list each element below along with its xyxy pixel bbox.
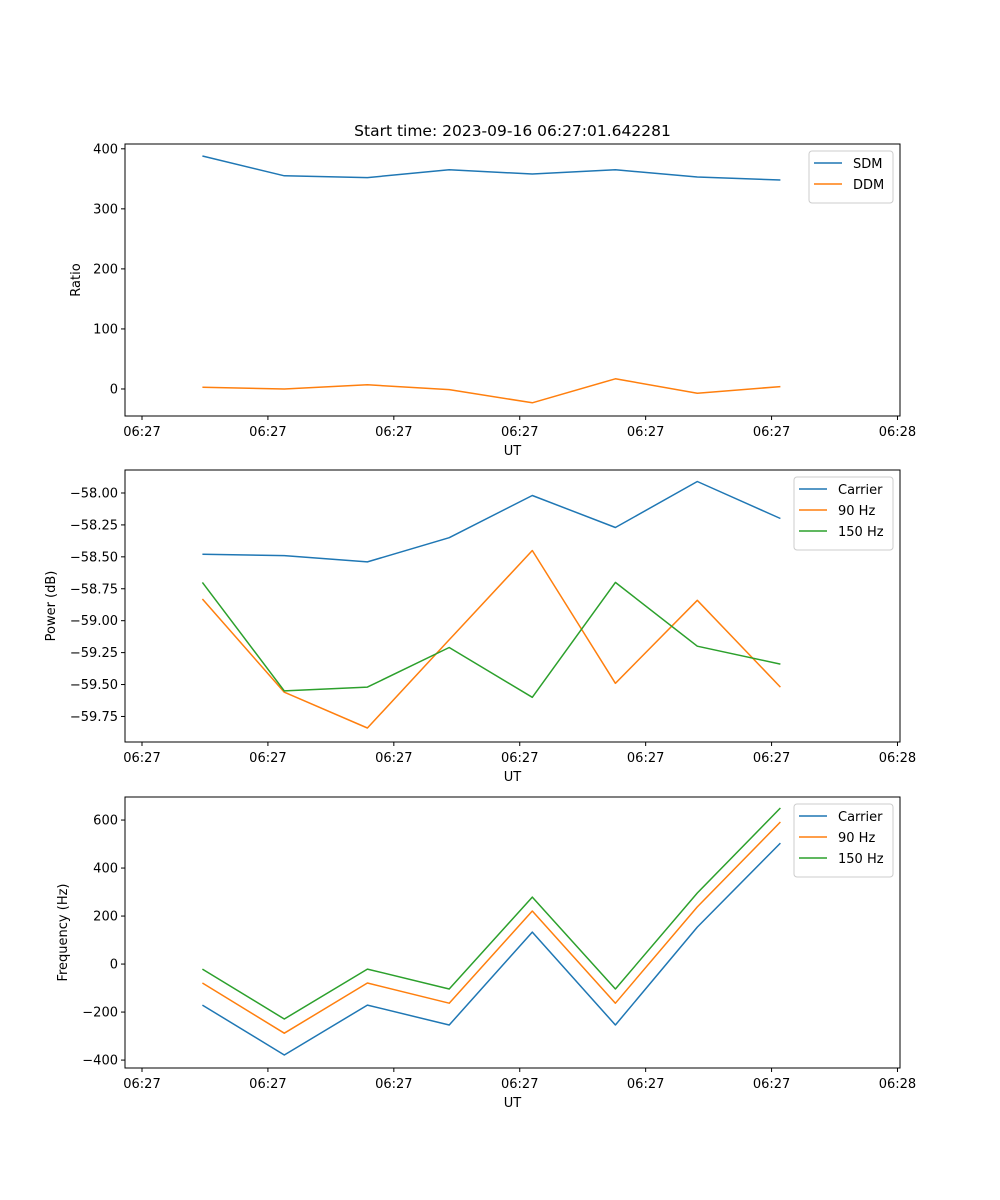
y-axis-label: Frequency (Hz) — [56, 883, 71, 981]
x-tick-label: 06:28 — [879, 1077, 916, 1092]
series-line-150-hz — [202, 807, 781, 1020]
x-tick-label: 06:27 — [753, 1077, 790, 1092]
x-tick-label: 06:27 — [249, 1077, 286, 1092]
y-tick-label: −58.25 — [70, 518, 118, 533]
x-tick-label: 06:27 — [501, 425, 538, 440]
x-tick-label: 06:27 — [501, 751, 538, 766]
axes-frame — [124, 796, 901, 1069]
y-tick-label: 100 — [93, 322, 118, 337]
y-tick-label: −59.75 — [70, 710, 118, 725]
x-tick-label: 06:27 — [249, 425, 286, 440]
y-tick-label: 300 — [93, 202, 118, 217]
x-tick-label: 06:27 — [123, 1077, 160, 1092]
x-tick-label: 06:27 — [249, 751, 286, 766]
y-tick-label: −400 — [82, 1054, 118, 1069]
y-tick-label: 200 — [93, 262, 118, 277]
series-line-sdm — [202, 155, 781, 181]
y-tick-label: 400 — [93, 862, 118, 877]
y-tick-label: 400 — [93, 142, 118, 157]
series-line-carrier — [202, 842, 781, 1056]
x-tick-label: 06:27 — [375, 751, 412, 766]
legend: SDM DDM — [808, 150, 894, 204]
y-tick-label: 0 — [110, 382, 118, 397]
x-axis-label: UT — [504, 770, 522, 785]
y-tick-label: 0 — [110, 958, 118, 973]
legend-label: 90 Hz — [838, 504, 875, 519]
panel-3: 06:27 06:27 06:27 06:27 06:27 06:27 06:28 UT −40… — [56, 796, 916, 1111]
y-axis-label: Power (dB) — [44, 571, 59, 642]
legend-label: Carrier — [838, 810, 883, 825]
series-group — [202, 807, 781, 1056]
x-tick-label: 06:27 — [123, 751, 160, 766]
y-tick-label: −58.00 — [70, 486, 118, 501]
panel-2: 06:27 06:27 06:27 06:27 06:27 06:27 06:28 UT −58… — [44, 469, 916, 785]
x-tick-label: 06:27 — [753, 751, 790, 766]
y-tick-label: 600 — [93, 814, 118, 829]
y-tick-label: −58.75 — [70, 582, 118, 597]
legend-box — [808, 150, 894, 204]
series-line-90-hz — [201, 549, 781, 729]
legend: Carrier 90 Hz 150 Hz — [793, 803, 894, 878]
panel-1: 06:27 06:27 06:27 06:27 06:27 06:27 06:28 UT 0 10… — [69, 142, 916, 459]
y-tick-label: −200 — [82, 1006, 118, 1021]
x-tick-label: 06:27 — [753, 425, 790, 440]
legend-label: 150 Hz — [838, 525, 884, 540]
y-tick-label: −58.50 — [70, 550, 118, 565]
series-line-carrier — [202, 480, 781, 563]
x-tick-label: 06:27 — [501, 1077, 538, 1092]
x-tick-label: 06:27 — [375, 1077, 412, 1092]
x-tick-label: 06:27 — [123, 425, 160, 440]
x-tick-label: 06:27 — [627, 425, 664, 440]
legend-label: 150 Hz — [838, 852, 884, 867]
y-tick-label: −59.50 — [70, 678, 118, 693]
legend-label: DDM — [853, 178, 884, 193]
figure-title: Start time: 2023-09-16 06:27:01.642281 — [354, 122, 671, 140]
series-group — [202, 155, 781, 404]
y-tick-label: 200 — [93, 910, 118, 925]
x-axis-label: UT — [504, 444, 522, 459]
axes-frame — [124, 143, 901, 417]
x-tick-label: 06:27 — [627, 1077, 664, 1092]
x-tick-label: 06:27 — [375, 425, 412, 440]
y-tick-label: −59.25 — [70, 646, 118, 661]
y-tick-label: −59.00 — [70, 614, 118, 629]
series-group — [201, 480, 781, 729]
x-tick-label: 06:28 — [879, 425, 916, 440]
legend-label: SDM — [853, 157, 882, 172]
axes-frame — [124, 469, 901, 743]
legend-label: Carrier — [838, 483, 883, 498]
x-tick-label: 06:28 — [879, 751, 916, 766]
legend: Carrier 90 Hz 150 Hz — [793, 476, 894, 551]
series-line-150-hz — [201, 581, 781, 699]
x-axis-label: UT — [504, 1096, 522, 1111]
series-line-ddm — [202, 378, 781, 404]
y-axis-label: Ratio — [69, 263, 84, 296]
legend-label: 90 Hz — [838, 831, 875, 846]
x-tick-label: 06:27 — [627, 751, 664, 766]
series-line-90-hz — [202, 821, 781, 1034]
